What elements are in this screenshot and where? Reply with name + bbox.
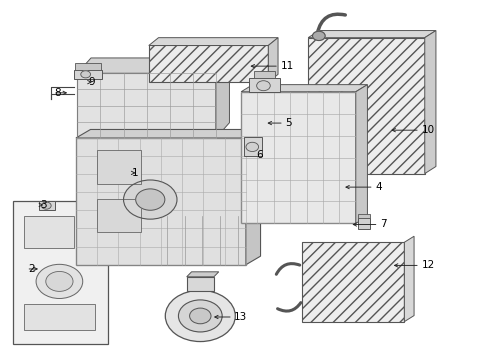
Polygon shape	[216, 58, 229, 138]
Polygon shape	[356, 85, 368, 224]
Polygon shape	[244, 137, 262, 156]
Text: 6: 6	[256, 150, 263, 160]
Text: 8: 8	[54, 88, 61, 98]
Circle shape	[81, 71, 91, 78]
Polygon shape	[241, 85, 368, 92]
Circle shape	[123, 180, 177, 219]
Circle shape	[190, 308, 211, 324]
Polygon shape	[76, 130, 261, 138]
Polygon shape	[404, 236, 414, 321]
Text: 13: 13	[234, 312, 247, 322]
Polygon shape	[308, 38, 425, 174]
Circle shape	[257, 81, 270, 91]
Text: 12: 12	[421, 260, 435, 270]
Text: 10: 10	[421, 125, 435, 135]
Polygon shape	[39, 201, 54, 210]
Text: 2: 2	[28, 264, 34, 274]
Polygon shape	[24, 304, 96, 330]
Circle shape	[178, 300, 222, 332]
Polygon shape	[77, 73, 216, 138]
Circle shape	[246, 142, 259, 152]
Circle shape	[46, 271, 73, 291]
Polygon shape	[246, 130, 261, 265]
Circle shape	[42, 202, 51, 209]
Polygon shape	[308, 31, 436, 38]
Polygon shape	[241, 92, 356, 224]
Polygon shape	[76, 138, 246, 265]
Circle shape	[313, 31, 325, 41]
Text: 4: 4	[375, 182, 382, 192]
Polygon shape	[249, 77, 280, 92]
Polygon shape	[74, 71, 102, 78]
Polygon shape	[75, 63, 101, 71]
Text: 5: 5	[285, 118, 292, 128]
Polygon shape	[187, 277, 214, 291]
Polygon shape	[97, 198, 141, 231]
Text: 3: 3	[40, 200, 47, 210]
Polygon shape	[187, 272, 219, 277]
Polygon shape	[97, 150, 141, 184]
Polygon shape	[149, 38, 278, 45]
Polygon shape	[358, 219, 370, 229]
Text: 9: 9	[89, 77, 95, 87]
Polygon shape	[358, 214, 370, 219]
Polygon shape	[13, 201, 108, 345]
Circle shape	[36, 264, 83, 298]
Circle shape	[136, 189, 165, 210]
Text: 1: 1	[132, 168, 139, 178]
Circle shape	[165, 290, 235, 342]
Text: 7: 7	[380, 220, 387, 229]
Polygon shape	[24, 216, 74, 248]
Polygon shape	[302, 242, 404, 321]
Polygon shape	[269, 38, 278, 82]
Polygon shape	[149, 45, 269, 82]
Text: 11: 11	[280, 61, 294, 71]
Polygon shape	[425, 31, 436, 174]
Polygon shape	[77, 58, 229, 73]
Polygon shape	[254, 72, 275, 77]
